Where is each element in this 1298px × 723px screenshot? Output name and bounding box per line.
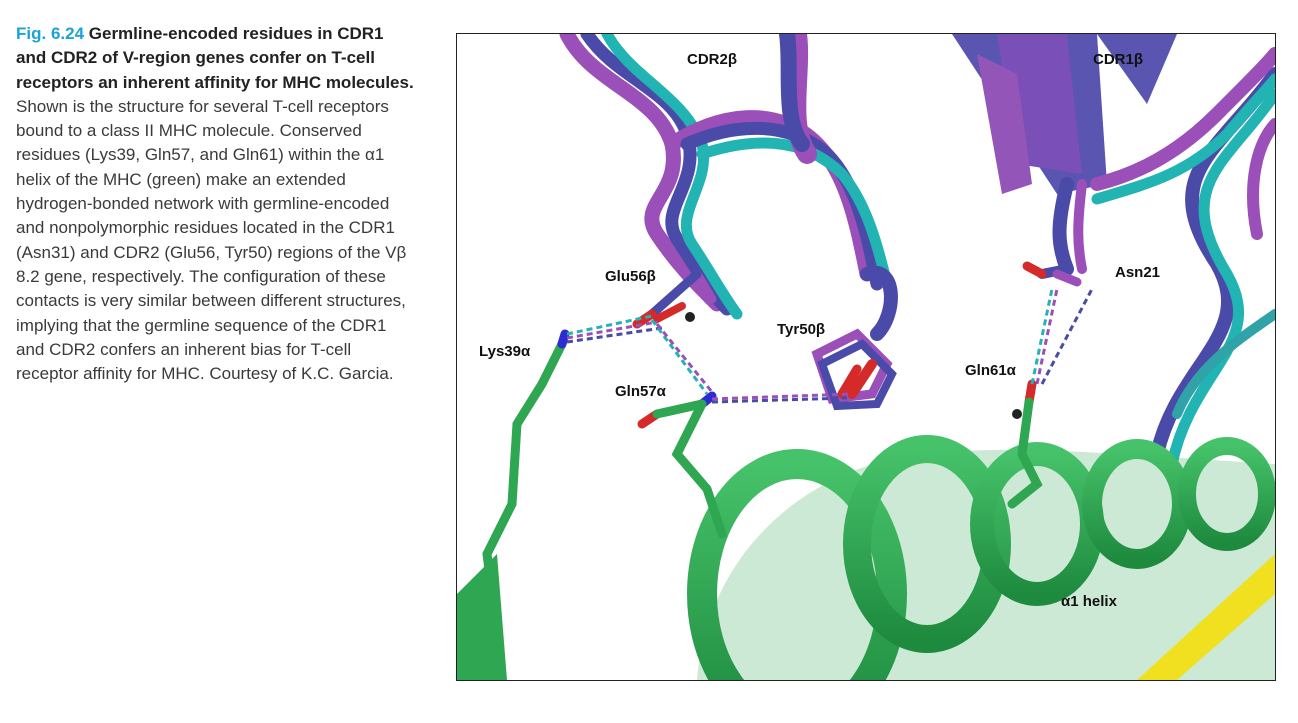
lys39-sticks	[482, 329, 570, 639]
right-tcr-ribbons	[1150, 67, 1275, 470]
yellow-strand	[1137, 554, 1275, 680]
label-tyr50b: Tyr50β	[777, 321, 825, 338]
label-cdr2b: CDR2β	[687, 51, 737, 68]
cdr1-beta-sheet	[952, 34, 1177, 194]
label-alpha1-helix: α1 helix	[1061, 593, 1118, 610]
figure-title: Germline-encoded residues in CDR1 and CD…	[16, 24, 414, 92]
structure-illustration: CDR2β CDR1β Glu56β Asn21 Tyr50β Lys39α G…	[457, 34, 1275, 680]
figure-caption: Fig. 6.24 Germline-encoded residues in C…	[16, 22, 416, 386]
label-lys39a: Lys39α	[479, 343, 531, 360]
figure-number: Fig. 6.24	[16, 24, 85, 43]
label-gln57a: Gln57α	[615, 383, 667, 400]
caption-body: Shown is the structure for several T-cel…	[16, 96, 407, 384]
gln61-sticks	[1007, 379, 1043, 509]
cdr1-ribbons	[1052, 47, 1275, 276]
label-glu56b: Glu56β	[605, 268, 656, 285]
asn21-sticks	[1022, 261, 1082, 287]
alpha1-helix	[457, 435, 1275, 680]
molecular-structure-figure: CDR2β CDR1β Glu56β Asn21 Tyr50β Lys39α G…	[456, 33, 1276, 681]
label-asn21: Asn21	[1115, 264, 1160, 281]
tyr50-sticks	[811, 328, 897, 411]
cdr2-loops	[559, 34, 898, 341]
gln57-sticks	[637, 391, 727, 539]
hydrogen-bonds	[566, 288, 1094, 404]
label-cdr1b: CDR1β	[1093, 51, 1143, 68]
label-gln61a: Gln61α	[965, 362, 1017, 379]
